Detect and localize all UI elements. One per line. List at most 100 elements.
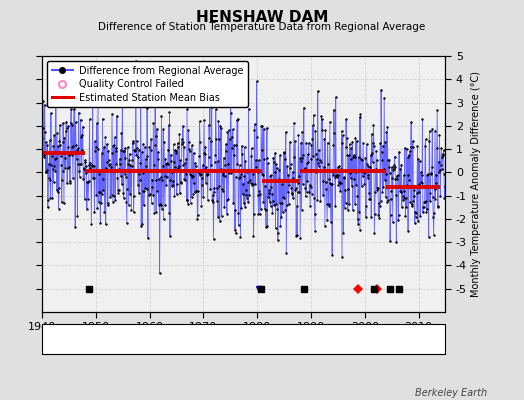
Point [417,169,425,176]
Point [167,152,175,158]
Point [91,148,100,154]
Point [298,129,306,135]
Point [319,178,327,184]
Point [413,183,421,189]
Point [272,161,280,168]
Point [265,190,274,196]
Point [43,204,52,211]
Point [414,218,422,225]
Point [278,209,287,216]
Point [148,176,156,183]
Point [389,219,397,226]
Point [335,179,343,186]
Point [163,174,171,180]
Point [335,180,344,186]
Point [332,94,340,100]
Point [204,154,213,160]
Point [178,136,186,142]
Point [333,164,342,170]
Point [96,189,104,195]
Point [187,194,195,200]
Point [192,188,201,194]
Point [394,172,402,178]
Point [304,140,313,146]
Point [216,122,224,129]
Point [421,142,429,149]
Point [398,196,407,203]
Point [218,186,226,192]
Point [50,132,58,138]
Point [236,174,244,180]
Point [183,196,192,203]
Point [113,112,121,119]
Point [292,233,300,240]
Point [248,181,256,188]
Point [143,104,151,111]
Point [229,200,237,206]
Point [181,160,189,166]
Point [283,163,291,170]
Point [241,144,249,150]
Point [378,157,386,163]
Point [344,206,352,213]
Point [204,171,212,177]
Point [428,126,436,132]
Point [222,197,231,203]
Point [381,139,389,145]
Point [236,234,245,240]
Point [370,211,379,217]
Point [67,106,75,112]
Point [46,177,54,183]
Point [69,143,78,150]
Point [387,188,396,194]
Point [45,160,53,167]
Point [343,152,352,158]
Point [179,123,187,129]
Text: Berkeley Earth: Berkeley Earth [415,388,487,398]
Point [389,162,398,168]
Point [58,177,67,183]
Point [395,184,403,191]
Point [246,177,255,184]
Point [439,151,447,158]
Point [425,138,433,145]
Point [193,166,201,173]
Point [100,209,108,215]
Point [54,143,62,149]
Point [295,189,303,195]
Point [247,145,256,152]
Point [77,134,85,140]
Point [356,227,364,234]
Point [78,132,86,138]
Point [167,158,176,164]
Point [340,174,348,180]
Point [84,178,93,185]
Point [224,160,232,167]
Point [436,167,444,174]
Point [205,122,213,128]
Point [405,152,413,158]
Point [105,157,113,163]
Point [408,201,416,207]
Point [269,154,277,161]
Point [326,180,334,186]
Point [94,199,103,205]
Point [184,138,193,145]
Point [271,225,280,232]
Point [379,184,388,190]
Point [416,213,424,219]
Point [180,176,189,183]
Point [354,221,363,227]
Point [438,154,446,160]
Point [67,120,75,126]
Point [217,125,225,132]
Point [152,126,161,132]
Point [348,183,356,189]
Point [431,195,440,202]
Point [417,172,425,178]
Point [193,216,202,222]
Point [310,195,319,201]
Point [111,196,119,203]
Point [161,202,169,208]
Point [278,181,287,188]
